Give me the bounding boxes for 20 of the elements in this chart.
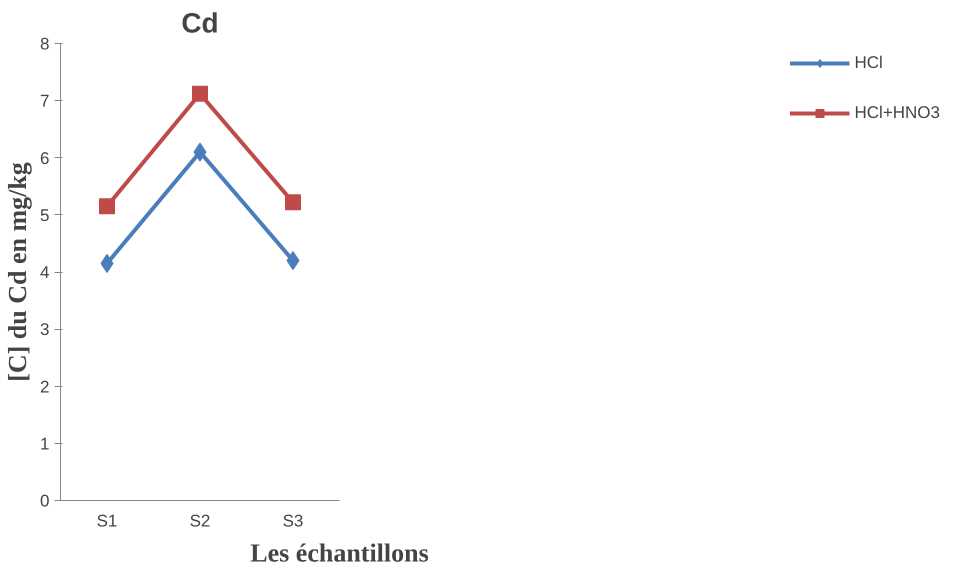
y-tick-label: 6 (40, 148, 50, 168)
y-tick-label: 3 (40, 320, 50, 340)
y-tick-label: 7 (40, 92, 50, 111)
y-tick-label: 2 (40, 377, 50, 396)
y-tick-label: 0 (40, 492, 50, 510)
y-tick-label: 1 (40, 434, 50, 454)
point (99, 198, 115, 214)
y-tick-label: 4 (40, 263, 50, 282)
y-axis-title: [C] du Cd en mg/kg (3, 162, 32, 382)
x-axis-title: Les échantillons (250, 538, 429, 568)
x-tick-label: S3 (282, 512, 304, 530)
x-tick-label: S2 (190, 512, 210, 530)
x-tick-label: S1 (96, 512, 118, 530)
y-tick-label: 8 (40, 34, 50, 54)
point (285, 194, 301, 210)
point (192, 86, 208, 102)
y-tick-label: 5 (40, 206, 50, 225)
chart-title: Cd (181, 8, 219, 38)
legend-label: HCl+HNO3 (854, 103, 940, 123)
legend-label: HCl (854, 53, 883, 73)
